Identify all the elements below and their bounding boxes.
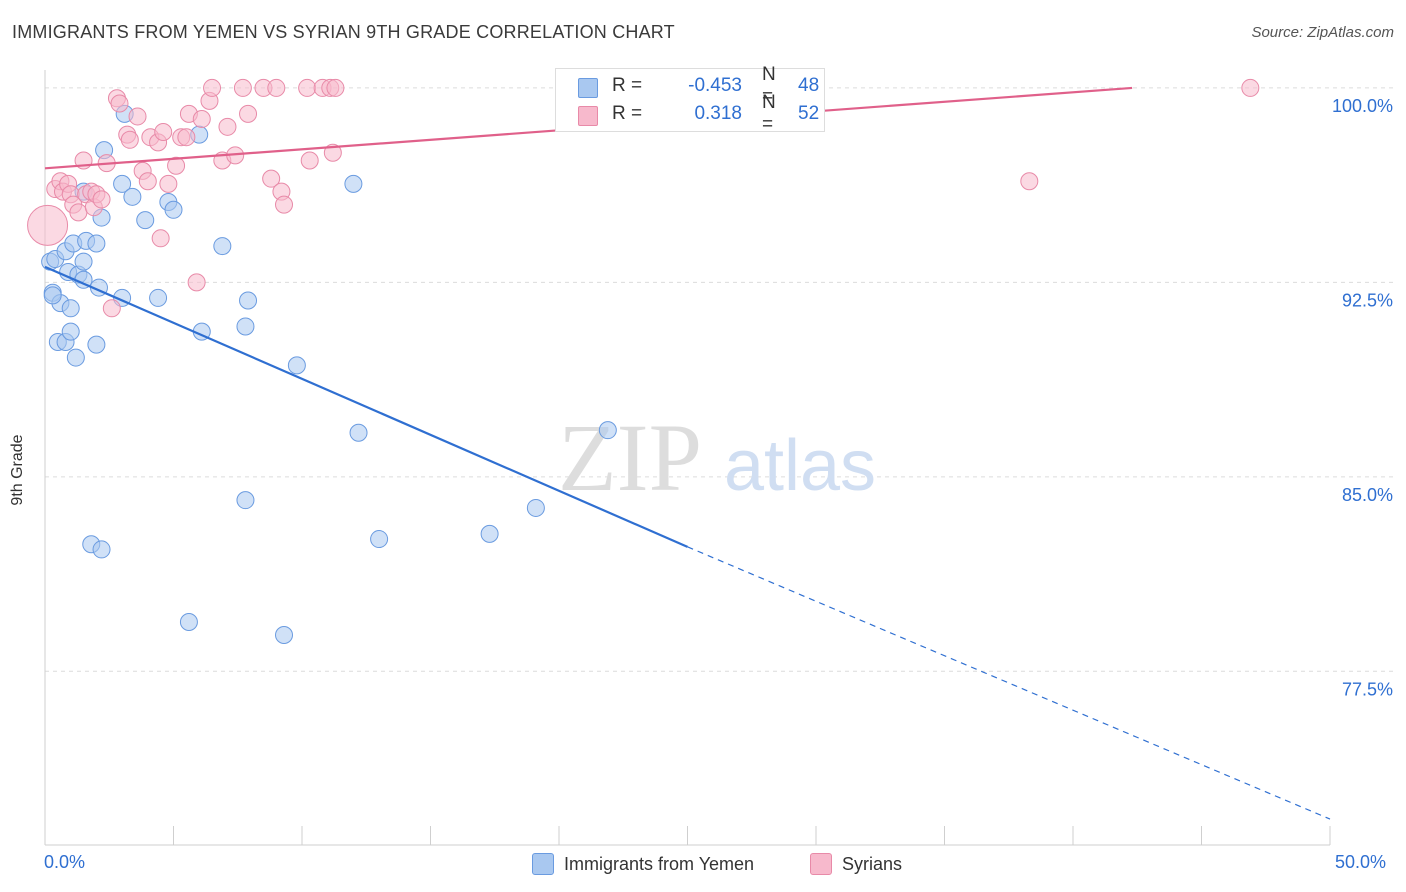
- point-yemen: [526, 498, 545, 517]
- watermark: ZIP atlas: [558, 404, 876, 511]
- point-yemen: [74, 252, 93, 271]
- point-yemen: [164, 200, 183, 219]
- point-yemen: [349, 423, 368, 442]
- point-syrians: [177, 128, 196, 147]
- legend-swatch-syrians: [810, 853, 832, 875]
- point-syrians: [267, 78, 286, 97]
- point-yemen: [239, 291, 258, 310]
- y-axis-label: 9th Grade: [9, 434, 26, 506]
- stats-swatch-syrians: [578, 106, 598, 126]
- point-syrians: [239, 104, 258, 123]
- point-yemen: [213, 237, 232, 256]
- point-yemen: [344, 174, 363, 193]
- y-tick-label: 100.0%: [1332, 96, 1393, 116]
- y-tick-labels: 100.0% 92.5% 85.0% 77.5%: [1332, 96, 1393, 699]
- point-syrians: [159, 174, 178, 193]
- data-points: [27, 78, 1260, 644]
- n-label: N =: [762, 92, 776, 135]
- point-syrians: [218, 117, 237, 136]
- x-tick-label-min: 0.0%: [44, 852, 86, 872]
- point-yemen: [92, 540, 111, 559]
- n-value: 52: [798, 103, 820, 124]
- point-yemen: [61, 322, 80, 341]
- point-yemen: [275, 625, 294, 644]
- watermark-zip: ZIP: [558, 404, 702, 511]
- point-syrians: [192, 110, 211, 129]
- point-yemen: [123, 187, 142, 206]
- point-syrians: [27, 204, 69, 246]
- point-yemen: [149, 288, 168, 307]
- point-yemen: [236, 491, 255, 510]
- legend-label-syrians: Syrians: [842, 853, 903, 874]
- axes: [44, 70, 1331, 846]
- r-value: 0.318: [694, 103, 742, 124]
- gridlines: [45, 87, 1395, 672]
- point-yemen: [480, 524, 499, 543]
- r-label: R =: [612, 75, 643, 96]
- point-yemen: [113, 174, 132, 193]
- point-syrians: [1020, 172, 1039, 191]
- point-syrians: [69, 203, 88, 222]
- point-syrians: [167, 156, 186, 175]
- stats-box: R = -0.453 N = 48 R = 0.318 N = 52: [555, 64, 825, 135]
- point-syrians: [233, 78, 252, 97]
- point-syrians: [326, 78, 345, 97]
- point-syrians: [92, 190, 111, 209]
- chart-title: IMMIGRANTS FROM YEMEN VS SYRIAN 9TH GRAD…: [12, 22, 675, 42]
- point-syrians: [138, 172, 157, 191]
- y-tick-label: 85.0%: [1342, 485, 1393, 505]
- point-syrians: [1241, 78, 1260, 97]
- point-yemen: [43, 286, 62, 305]
- legend-label-yemen: Immigrants from Yemen: [564, 853, 755, 874]
- r-value: -0.453: [688, 75, 742, 96]
- stats-swatch-yemen: [578, 78, 598, 98]
- point-yemen: [179, 613, 198, 632]
- n-value: 48: [798, 75, 820, 96]
- point-syrians: [187, 273, 206, 292]
- point-syrians: [154, 123, 173, 142]
- point-yemen: [598, 421, 617, 440]
- point-yemen: [370, 530, 389, 549]
- n-label: N =: [762, 64, 776, 107]
- point-syrians: [203, 78, 222, 97]
- legend-item-yemen[interactable]: Immigrants from Yemen: [532, 852, 754, 876]
- source-label: Source: ZipAtlas.com: [1251, 24, 1394, 41]
- point-syrians: [120, 130, 139, 149]
- y-tick-label: 92.5%: [1342, 290, 1393, 310]
- point-yemen: [287, 356, 306, 375]
- point-syrians: [300, 151, 319, 170]
- point-syrians: [298, 78, 317, 97]
- point-syrians: [262, 169, 281, 188]
- trend-line-yemen-extrapolated: [687, 546, 1331, 820]
- point-yemen: [136, 211, 155, 230]
- point-yemen: [236, 317, 255, 336]
- point-syrians: [110, 94, 129, 113]
- r-label: R =: [612, 103, 643, 124]
- point-syrians: [102, 299, 121, 318]
- point-syrians: [128, 107, 147, 126]
- point-syrians: [151, 229, 170, 248]
- point-yemen: [66, 348, 85, 367]
- legend-item-syrians[interactable]: Syrians: [810, 852, 902, 876]
- x-tick-label-max: 50.0%: [1335, 852, 1387, 872]
- watermark-atlas: atlas: [724, 426, 876, 506]
- point-yemen: [87, 234, 106, 253]
- legend-swatch-yemen: [532, 853, 554, 875]
- trend-line-yemen: [44, 265, 688, 548]
- point-yemen: [87, 335, 106, 354]
- point-syrians: [323, 143, 342, 162]
- point-syrians: [275, 195, 294, 214]
- point-yemen: [61, 299, 80, 318]
- y-tick-label: 77.5%: [1342, 679, 1393, 699]
